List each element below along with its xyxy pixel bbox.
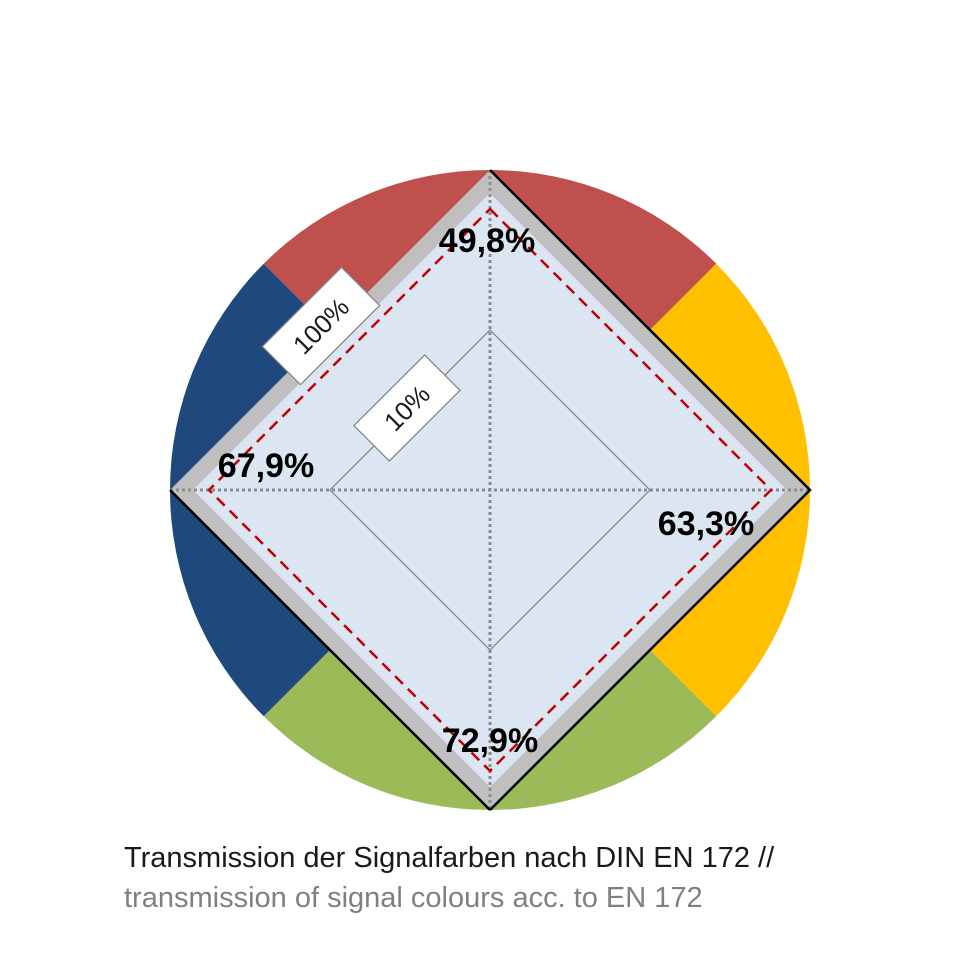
ring-label-100-box [261, 266, 381, 386]
ring-label-100: 100% [261, 266, 381, 386]
outer-frame-edge-right [489, 169, 812, 811]
caption-german: Transmission der Signalfarben nach DIN E… [124, 842, 775, 874]
outer-frame-edge-left [169, 489, 491, 811]
value-label-yellow: 63,3% [658, 505, 754, 543]
axis-lines [170, 170, 810, 810]
value-label-green: 72,9% [442, 722, 538, 760]
value-label-blue: 67,9% [218, 447, 314, 485]
ring-label-10-box [353, 354, 461, 462]
threshold-dashed-line [207, 207, 773, 773]
caption-english: transmission of signal colours acc. to E… [124, 882, 703, 914]
value-label-red: 49,8% [439, 222, 535, 260]
